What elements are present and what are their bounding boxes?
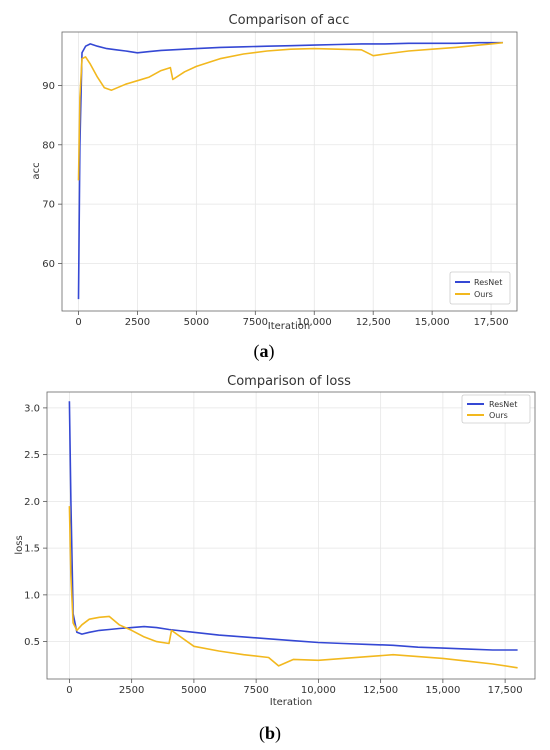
- y-ticks: 60 70 80 90: [42, 81, 62, 270]
- plot-background: [0, 0, 550, 370]
- x-tick-label: 5000: [184, 317, 209, 328]
- series-line-resnet: [77, 41, 503, 300]
- y-tick-label: 3.0: [24, 403, 40, 414]
- x-axis-label: Iteration: [270, 697, 312, 708]
- caption-letter: b: [265, 723, 275, 743]
- legend-label-resnet: ResNet: [489, 400, 517, 409]
- chart-acc: Comparison of acc 60 70 80 90 0 2500 5000 7500…: [0, 0, 550, 370]
- x-tick-label: 17,500: [488, 685, 523, 696]
- series-line-ours: [77, 41, 503, 181]
- legend: ResNet Ours: [461, 394, 531, 424]
- legend-frame: [449, 271, 511, 305]
- series-group: [77, 41, 503, 300]
- figure-caption: (b): [259, 723, 281, 744]
- chart-loss: Comparison of loss 0.5 1.0 1.5 2.0 2.5 3.0 0 2…: [0, 370, 550, 750]
- chart-title: Comparison of acc: [229, 13, 350, 28]
- x-tick-label: 0: [75, 317, 81, 328]
- y-axis-label: acc: [31, 162, 42, 179]
- x-tick-label: 5000: [181, 685, 206, 696]
- x-tick-label: 10,000: [301, 685, 336, 696]
- x-ticks: 0 2500 5000 7500 10,000 12,500 15,000 17,500: [75, 311, 509, 328]
- x-tick-label: 0: [66, 685, 72, 696]
- legend: ResNet Ours: [449, 271, 511, 305]
- x-tick-label: 10,000: [297, 317, 332, 328]
- caption-letter: a: [260, 341, 269, 361]
- x-tick-label: 12,500: [363, 685, 398, 696]
- series-line-resnet: [68, 401, 518, 651]
- plot-background: [0, 370, 550, 750]
- series-group: [68, 401, 518, 669]
- x-tick-label: 17,500: [474, 317, 509, 328]
- figure-caption: (a): [254, 341, 275, 362]
- grid: [62, 32, 517, 311]
- y-tick-label: 2.0: [24, 497, 40, 508]
- series-line-ours: [68, 506, 518, 669]
- x-axis-label: Iteration: [268, 321, 310, 332]
- x-tick-label: 12,500: [356, 317, 391, 328]
- plot-frame: [46, 391, 536, 680]
- legend-label-ours: Ours: [474, 290, 493, 299]
- x-tick-label: 15,000: [415, 317, 450, 328]
- x-tick-label: 7500: [243, 685, 268, 696]
- grid: [47, 392, 535, 679]
- y-tick-label: 1.0: [24, 590, 40, 601]
- y-tick-label: 70: [42, 200, 55, 211]
- x-tick-label: 2500: [125, 317, 150, 328]
- y-axis-label: loss: [14, 535, 25, 554]
- legend-label-resnet: ResNet: [474, 278, 502, 287]
- x-tick-label: 7500: [243, 317, 268, 328]
- x-tick-label: 15,000: [425, 685, 460, 696]
- y-tick-label: 0.5: [24, 637, 40, 648]
- legend-label-ours: Ours: [489, 411, 508, 420]
- chart-title: Comparison of loss: [227, 374, 351, 389]
- y-tick-label: 60: [42, 259, 55, 270]
- y-tick-label: 80: [42, 140, 55, 151]
- y-ticks: 0.5 1.0 1.5 2.0 2.5 3.0: [24, 403, 47, 648]
- y-tick-label: 2.5: [24, 450, 40, 461]
- y-tick-label: 90: [42, 81, 55, 92]
- x-tick-label: 2500: [119, 685, 144, 696]
- x-ticks: 0 2500 5000 7500 10,000 12,500 15,000 17,500: [66, 679, 523, 696]
- plot-frame: [61, 31, 518, 312]
- y-tick-label: 1.5: [24, 544, 40, 555]
